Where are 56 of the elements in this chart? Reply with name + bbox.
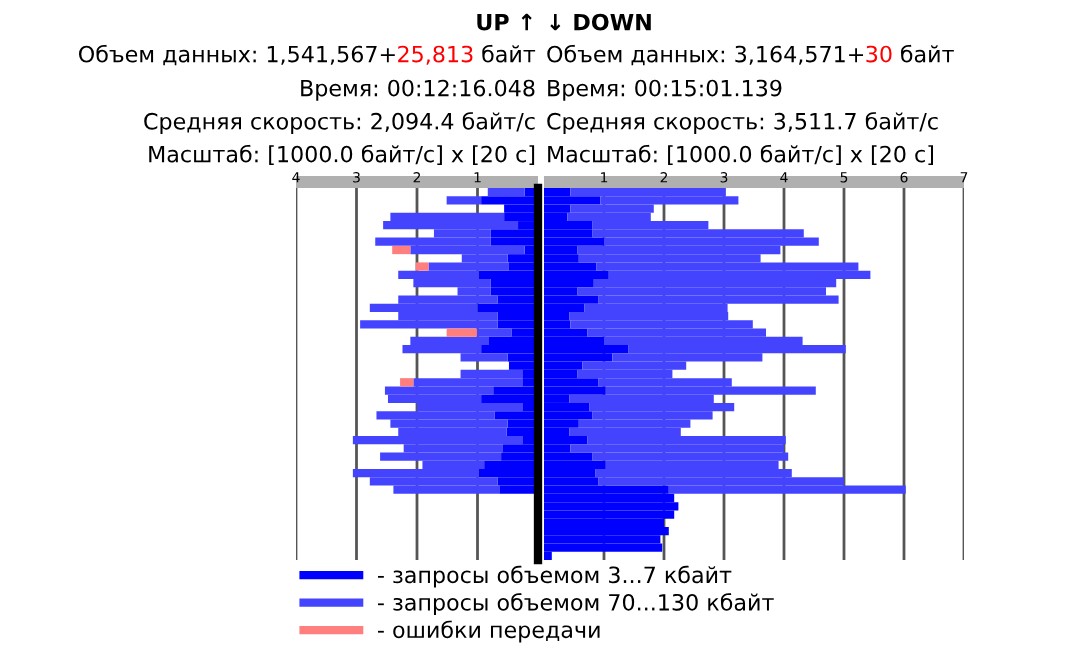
text: байт [901, 44, 954, 63]
bar [544, 535, 661, 544]
bar [446, 196, 482, 205]
bar [383, 221, 519, 230]
bar [478, 469, 538, 478]
bar [481, 196, 538, 205]
bar [400, 378, 414, 387]
text: Средняя скорость: 2,094.4 байт/с [144, 112, 535, 134]
text: Масштаб: [1000.0 байт/с] x [20 с] [548, 144, 933, 166]
bar [484, 460, 538, 470]
bar [478, 270, 538, 279]
bar [544, 345, 629, 354]
bar [544, 196, 601, 205]
chart-title: UP ↑ [477, 13, 532, 31]
bar [352, 436, 523, 445]
bar [544, 436, 588, 445]
bar [544, 485, 669, 494]
bar [490, 229, 538, 238]
bar [544, 543, 663, 552]
bar [544, 526, 669, 536]
bar [497, 320, 538, 329]
legend-label: - запросы объемом 3...7 кбайт [378, 565, 732, 588]
bar [544, 510, 675, 519]
bar [544, 402, 590, 412]
bar [502, 444, 538, 453]
bar [570, 444, 784, 453]
bar [544, 221, 593, 230]
bar [544, 386, 606, 395]
bar [481, 345, 538, 354]
chart-title: ↓ DOWN [550, 13, 651, 31]
bar [477, 303, 538, 312]
text: Средняя скорость: 3,511.7 байт/с [547, 112, 938, 134]
bar [544, 237, 604, 246]
bar [415, 262, 429, 271]
text: Время: 00:12:16.048 [301, 79, 535, 101]
bar [544, 502, 679, 511]
bar [544, 411, 593, 420]
text: байт [482, 44, 536, 63]
bar [544, 460, 606, 470]
text: 30 [866, 45, 892, 63]
text: Время: 00:15:01.139 [548, 79, 782, 101]
legend-label: - ошибки передачи [378, 620, 600, 643]
legend-label: - запросы объемом 70...130 кбайт [378, 593, 774, 615]
bar [544, 270, 609, 279]
bar [487, 188, 525, 197]
text: Объем данных: 3,164,571+ [547, 44, 864, 66]
bar [392, 245, 411, 255]
text: Масштаб: [1000.0 байт/с] x [20 с] [149, 144, 535, 166]
text: 25,813 [398, 45, 473, 65]
bar [481, 394, 538, 403]
bar [380, 452, 502, 461]
bar [446, 328, 477, 337]
bar [544, 378, 599, 387]
text: Объем данных: 1,541,567+ [79, 44, 395, 66]
bar [544, 493, 675, 503]
bar [544, 295, 599, 304]
